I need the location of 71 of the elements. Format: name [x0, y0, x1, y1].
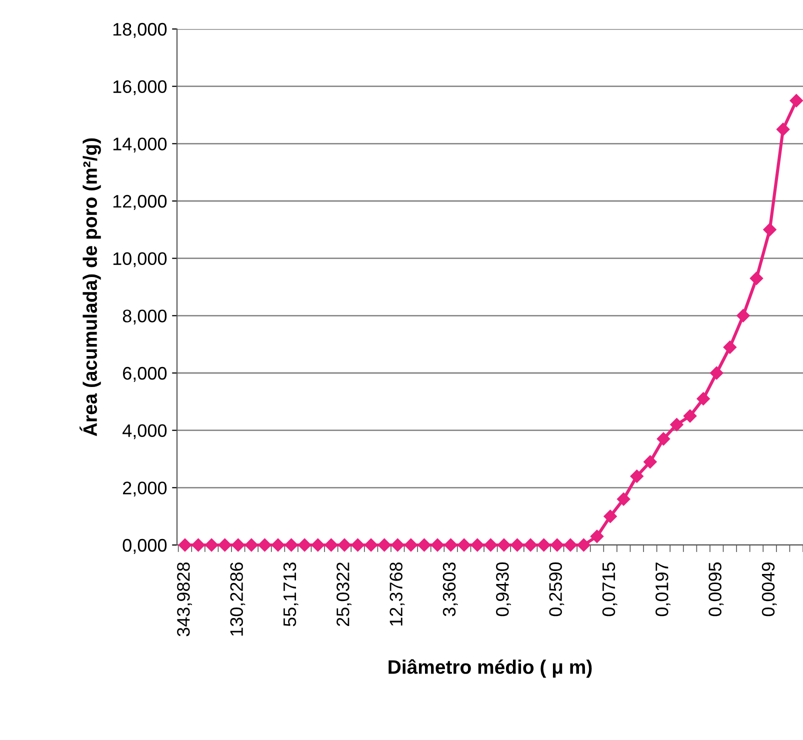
point — [338, 538, 352, 552]
point — [378, 538, 391, 552]
point — [351, 538, 364, 552]
y-tick-label: 12,000 — [113, 194, 167, 210]
point — [590, 530, 604, 543]
point — [271, 538, 285, 552]
x-tick-label: 25,0322 — [336, 562, 352, 626]
point — [630, 470, 644, 483]
x-tick-label: 0,9430 — [496, 562, 511, 616]
point — [577, 538, 590, 552]
point — [510, 538, 524, 552]
point — [204, 538, 218, 552]
point — [391, 538, 404, 552]
y-tick-label: 4,000 — [122, 424, 167, 440]
x-axis-title: Diâmetro médio ( μ m) — [388, 659, 592, 678]
point — [524, 538, 538, 552]
point — [232, 538, 245, 552]
y-axis-title: Área (acumulada) de poro (m²/g) — [80, 138, 101, 436]
point — [284, 538, 298, 552]
x-tick-label: 0,0095 — [708, 562, 724, 616]
y-tick-label: 18,000 — [113, 22, 167, 38]
y-tick-label: 16,000 — [113, 80, 167, 96]
point — [644, 455, 657, 468]
point — [178, 538, 192, 552]
point — [656, 432, 670, 446]
point — [444, 538, 458, 552]
point — [192, 538, 205, 552]
point — [776, 122, 790, 136]
point — [550, 538, 564, 552]
x-tick-label: 0,0197 — [656, 562, 670, 616]
point — [564, 538, 577, 552]
y-tick-label: 10,000 — [113, 252, 167, 268]
point — [430, 538, 444, 552]
point — [324, 538, 338, 552]
point — [311, 538, 324, 552]
point — [604, 510, 617, 523]
point — [696, 392, 710, 406]
point — [404, 538, 418, 552]
point — [750, 272, 764, 285]
point — [470, 538, 484, 552]
x-tick-label: 0,0715 — [602, 562, 618, 616]
point — [457, 538, 471, 552]
point — [710, 366, 724, 380]
y-tick-label: 14,000 — [113, 138, 167, 153]
point — [723, 340, 736, 354]
point — [298, 538, 312, 552]
point — [258, 538, 272, 552]
y-tick-label: 2,000 — [123, 482, 167, 497]
point — [537, 538, 550, 552]
y-tick-label: 0,000 — [122, 538, 167, 554]
point — [418, 538, 431, 552]
y-tick-label: 8,000 — [122, 310, 167, 325]
point — [364, 538, 378, 552]
x-tick-label: 130,2286 — [230, 562, 246, 636]
point — [736, 309, 750, 322]
x-tick-label: 343,9828 — [177, 562, 192, 636]
point — [484, 538, 498, 552]
point — [218, 538, 232, 552]
x-tick-label: 12,3768 — [390, 562, 405, 626]
point — [670, 418, 684, 432]
point — [616, 492, 630, 506]
y-tick-label: 6,000 — [123, 366, 167, 382]
x-tick-label: 0,0049 — [762, 562, 777, 616]
point — [683, 409, 697, 423]
x-tick-label: 3,3603 — [442, 562, 458, 616]
point — [790, 94, 803, 108]
point — [763, 223, 776, 236]
point — [497, 538, 511, 552]
x-tick-label: 0,2590 — [549, 562, 564, 616]
point — [244, 538, 258, 552]
x-tick-label: 55,1713 — [283, 562, 298, 626]
